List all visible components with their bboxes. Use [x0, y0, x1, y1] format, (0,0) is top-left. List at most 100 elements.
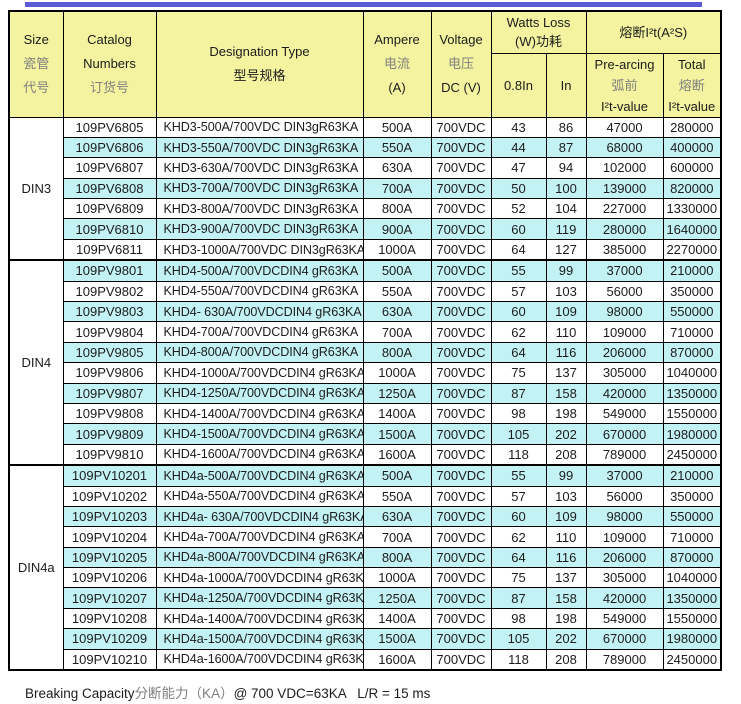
watts-loss-in-cell: 110	[545, 526, 587, 548]
total-i2t-cell: 1350000	[662, 587, 722, 609]
breaking-capacity-note-en: Breaking Capacity	[25, 686, 135, 701]
catalog-number-cell: 109PV9806	[62, 362, 157, 384]
designation-cell: KHD4-1000A/700VDCDIN4 gR63KA	[155, 362, 364, 384]
designation-cell: KHD4-700A/700VDCDIN4 gR63KA	[155, 321, 364, 343]
watts-loss-08in-cell: 87	[490, 587, 547, 609]
watts-loss-08in-cell: 60	[490, 218, 547, 240]
col-header-ampere: Ampere 电流 (A)	[362, 10, 432, 118]
watts-loss-08in-cell: 64	[490, 546, 547, 569]
designation-cell: KHD4a-1400A/700VDCDIN4 gR63KA	[155, 607, 364, 630]
watts-loss-08in-cell: 47	[490, 157, 547, 179]
ampere-cell: 1400A	[362, 402, 432, 425]
watts-loss-08in-cell: 43	[490, 116, 547, 138]
designation-cell: KHD4a-1600A/700VDCDIN4 gR63KA	[155, 648, 364, 671]
total-i2t-cell: 710000	[662, 526, 722, 548]
total-i2t-cell: 550000	[662, 301, 722, 323]
prearcing-i2t-cell: 789000	[585, 648, 664, 671]
voltage-cell: 700VDC	[430, 526, 492, 548]
watts-loss-in-cell: 99	[545, 259, 587, 282]
total-i2t-cell: 280000	[662, 116, 722, 138]
voltage-cell: 700VDC	[430, 157, 492, 179]
header-label-line: Numbers	[83, 56, 136, 72]
voltage-cell: 700VDC	[430, 443, 492, 466]
ampere-cell: 1500A	[362, 423, 432, 445]
watts-loss-in-cell: 116	[545, 546, 587, 569]
watts-loss-in-cell: 87	[545, 136, 587, 159]
prearcing-i2t-cell: 109000	[585, 526, 664, 548]
designation-cell: KHD3-630A/700VDC DIN3gR63KA	[155, 157, 364, 179]
size-group-din4a: DIN4a	[8, 464, 64, 671]
designation-cell: KHD4a-1500A/700VDCDIN4 gR63KA	[155, 628, 364, 650]
watts-loss-08in-cell: 105	[490, 423, 547, 445]
watts-loss-in-cell: 127	[545, 238, 587, 261]
header-label-line: Total	[678, 56, 706, 72]
designation-cell: KHD4a-500A/700VDCDIN4 gR63KA	[155, 464, 364, 487]
table-row: 109PV6810 KHD3-900A/700VDC DIN3gR63KA 900A…	[9, 218, 722, 240]
table-row: 109PV9805 KHD4-800A/700VDCDIN4 gR63KA 800A…	[9, 341, 722, 364]
catalog-number-cell: 109PV9802	[62, 280, 157, 303]
col-header-watts-in: In	[545, 52, 587, 118]
table-row: 109PV6807 KHD3-630A/700VDC DIN3gR63KA 630A…	[9, 157, 722, 179]
catalog-number-cell: 109PV6807	[62, 157, 157, 179]
watts-loss-08in-cell: 98	[490, 607, 547, 630]
header-label-line: (W)功耗	[515, 34, 562, 50]
designation-cell: KHD4-800A/700VDCDIN4 gR63KA	[155, 341, 364, 364]
voltage-cell: 700VDC	[430, 136, 492, 159]
prearcing-i2t-cell: 37000	[585, 464, 664, 487]
catalog-number-cell: 109PV10207	[62, 587, 157, 609]
catalog-number-cell: 109PV6809	[62, 198, 157, 220]
ampere-cell: 1250A	[362, 382, 432, 404]
voltage-cell: 700VDC	[430, 238, 492, 261]
designation-cell: KHD4a-800A/700VDCDIN4 gR63KA	[155, 546, 364, 569]
prearcing-i2t-cell: 98000	[585, 505, 664, 528]
total-i2t-cell: 1980000	[662, 628, 722, 650]
designation-cell: KHD4-1250A/700VDCDIN4 gR63KA	[155, 382, 364, 404]
header-label-line: 熔断I²t(A²S)	[619, 24, 688, 40]
prearcing-i2t-cell: 206000	[585, 546, 664, 569]
designation-cell: KHD3-700A/700VDC DIN3gR63KA	[155, 177, 364, 200]
voltage-cell: 700VDC	[430, 607, 492, 630]
designation-cell: KHD4-500A/700VDCDIN4 gR63KA	[155, 259, 364, 282]
table-row: 109PV6809 KHD3-800A/700VDC DIN3gR63KA 800A…	[9, 198, 722, 220]
voltage-cell: 700VDC	[430, 280, 492, 303]
designation-cell: KHD3-500A/700VDC DIN3gR63KA	[155, 116, 364, 138]
watts-loss-in-cell: 100	[545, 177, 587, 200]
voltage-cell: 700VDC	[430, 218, 492, 240]
voltage-cell: 700VDC	[430, 116, 492, 138]
voltage-cell: 700VDC	[430, 628, 492, 650]
voltage-cell: 700VDC	[430, 301, 492, 323]
table-row: 109PV10207 KHD4a-1250A/700VDCDIN4 gR63KA 1…	[9, 587, 722, 609]
watts-loss-in-cell: 208	[545, 443, 587, 466]
catalog-number-cell: 109PV9805	[62, 341, 157, 364]
col-group-watts-loss: Watts Loss (W)功耗	[490, 10, 587, 54]
breaking-capacity-note: Breaking Capacity分断能力（KA）@ 700 VDC=63KA …	[25, 682, 430, 702]
watts-loss-08in-cell: 57	[490, 280, 547, 303]
total-i2t-cell: 1040000	[662, 362, 722, 384]
catalog-number-cell: 109PV9804	[62, 321, 157, 343]
ampere-cell: 1600A	[362, 443, 432, 466]
designation-cell: KHD3-800A/700VDC DIN3gR63KA	[155, 198, 364, 220]
table-row: 109PV10204 KHD4a-700A/700VDCDIN4 gR63KA 70…	[9, 526, 722, 548]
catalog-number-cell: 109PV10210	[62, 648, 157, 671]
designation-cell: KHD3-550A/700VDC DIN3gR63KA	[155, 136, 364, 159]
watts-loss-08in-cell: 118	[490, 648, 547, 671]
table-row: 109PV10208 KHD4a-1400A/700VDCDIN4 gR63KA 1…	[9, 607, 722, 630]
catalog-number-cell: 109PV9807	[62, 382, 157, 404]
ampere-cell: 1250A	[362, 587, 432, 609]
top-divider-rule	[25, 2, 702, 7]
watts-loss-in-cell: 202	[545, 423, 587, 445]
total-i2t-cell: 1980000	[662, 423, 722, 445]
prearcing-i2t-cell: 420000	[585, 382, 664, 404]
catalog-number-cell: 109PV9809	[62, 423, 157, 445]
ampere-cell: 500A	[362, 259, 432, 282]
voltage-cell: 700VDC	[430, 546, 492, 569]
ampere-cell: 700A	[362, 526, 432, 548]
header-label-line: Watts Loss	[506, 15, 571, 31]
prearcing-i2t-cell: 789000	[585, 443, 664, 466]
watts-loss-08in-cell: 60	[490, 301, 547, 323]
catalog-number-cell: 109PV6811	[62, 238, 157, 261]
catalog-number-cell: 109PV6806	[62, 136, 157, 159]
header-label-line: 0.8In	[504, 77, 533, 93]
table-row: 109PV10202 KHD4a-550A/700VDCDIN4 gR63KA 55…	[9, 485, 722, 507]
size-group-din3: DIN3	[8, 116, 64, 261]
